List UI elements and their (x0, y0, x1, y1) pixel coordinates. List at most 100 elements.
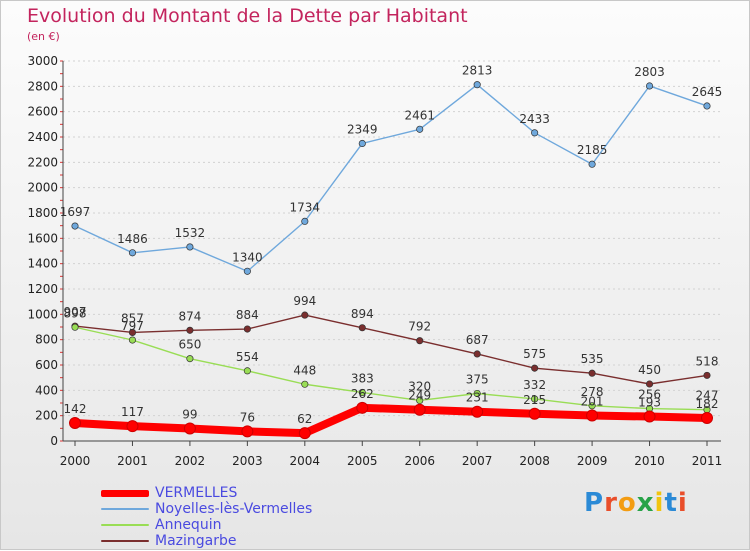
legend-label-vermelles: VERMELLES (155, 485, 238, 501)
data-label: 76 (240, 410, 255, 424)
data-label: 62 (297, 412, 312, 426)
data-point (298, 427, 311, 440)
data-point (128, 336, 137, 344)
data-label: 320 (408, 379, 431, 393)
data-label: 2433 (519, 112, 550, 126)
legend-item-vermelles[interactable]: VERMELLES (101, 485, 312, 501)
data-point (643, 410, 656, 423)
logo-letter: i (654, 488, 665, 518)
data-point (128, 328, 137, 336)
data-point (356, 401, 369, 414)
legend-label-mazingarbe: Mazingarbe (155, 533, 237, 549)
data-point (703, 371, 711, 379)
data-label: 2813 (462, 64, 493, 78)
data-point (471, 405, 484, 418)
x-tick-label: 2000 (60, 454, 91, 468)
data-point (473, 389, 481, 398)
data-label: 894 (351, 307, 374, 321)
data-point (301, 311, 309, 319)
data-point (243, 367, 251, 375)
data-point (586, 409, 599, 422)
data-label: 182 (696, 397, 719, 411)
data-label: 907 (64, 305, 87, 319)
data-point (71, 323, 79, 331)
data-label: 575 (523, 347, 546, 361)
legend-item-mazingarbe[interactable]: Mazingarbe (101, 533, 312, 549)
data-point (703, 102, 711, 110)
y-tick-label: 2600 (27, 105, 58, 119)
data-point (645, 82, 654, 90)
data-point (358, 139, 366, 148)
data-label: 117 (121, 405, 144, 419)
data-label: 2185 (577, 143, 608, 157)
data-point (183, 422, 196, 435)
chart-legend: VERMELLES Noyelles-lès-Vermelles Annequi… (101, 485, 312, 549)
data-label: 874 (178, 309, 201, 323)
logo-letter: t (664, 488, 678, 518)
data-label: 2803 (634, 65, 665, 79)
logo-letter: P (584, 488, 605, 518)
data-label: 884 (236, 308, 259, 322)
data-label: 99 (182, 407, 197, 421)
x-tick-label: 2001 (117, 454, 148, 468)
data-point (71, 222, 79, 230)
data-label: 687 (466, 333, 489, 347)
data-point (473, 81, 481, 89)
legend-item-annequin[interactable]: Annequin (101, 517, 312, 533)
data-point (358, 388, 366, 397)
data-label: 231 (466, 391, 489, 405)
data-point (301, 380, 309, 388)
data-point (358, 324, 366, 332)
series-line-vermelles (71, 403, 711, 438)
data-point (416, 396, 424, 405)
data-label: 193 (638, 396, 661, 410)
chart-title: Evolution du Montant de la Dette par Hab… (27, 5, 468, 27)
y-tick-label: 600 (35, 358, 58, 372)
y-tick-label: 1600 (27, 231, 58, 245)
data-point (528, 407, 541, 420)
data-point (531, 364, 539, 372)
data-label: 857 (121, 311, 144, 325)
data-point (701, 411, 713, 424)
data-point (588, 369, 596, 377)
data-point (301, 217, 309, 225)
data-label: 792 (408, 320, 431, 334)
data-point (241, 425, 254, 438)
legend-item-noyelles[interactable]: Noyelles-lès-Vermelles (101, 501, 312, 517)
proxiti-logo: Proxiti (584, 488, 688, 518)
data-point (645, 380, 654, 388)
data-label: 1532 (175, 226, 206, 240)
data-label: 142 (64, 402, 87, 416)
data-point (531, 395, 539, 403)
y-tick-label: 400 (35, 383, 58, 397)
data-label: 215 (523, 393, 546, 407)
data-label: 2461 (404, 108, 435, 122)
y-tick-label: 1200 (27, 282, 58, 296)
x-tick-label: 2009 (577, 454, 608, 468)
data-point (126, 420, 139, 433)
x-tick-label: 2002 (175, 454, 206, 468)
unit-label: (en €) (27, 30, 60, 43)
data-label: 535 (581, 352, 604, 366)
data-label: 448 (293, 363, 316, 377)
legend-label-noyelles: Noyelles-lès-Vermelles (155, 501, 313, 517)
data-label: 201 (581, 395, 604, 409)
data-point (413, 403, 426, 416)
data-label: 383 (351, 371, 374, 385)
data-point (473, 350, 481, 358)
legend-swatch-annequin (101, 524, 149, 526)
data-point (416, 337, 424, 345)
y-tick-label: 800 (35, 333, 58, 347)
series-line-noyelles-l-s-vermelles (74, 83, 708, 272)
y-tick-label: 2200 (27, 155, 58, 169)
x-tick-label: 2006 (404, 454, 435, 468)
data-label: 518 (696, 354, 719, 368)
legend-swatch-mazingarbe (101, 540, 149, 542)
x-tick-label: 2005 (347, 454, 378, 468)
data-label: 2349 (347, 122, 378, 136)
logo-letter: x (636, 488, 655, 518)
data-label: 278 (581, 385, 604, 399)
data-label: 247 (696, 389, 719, 403)
data-label: 262 (351, 387, 374, 401)
